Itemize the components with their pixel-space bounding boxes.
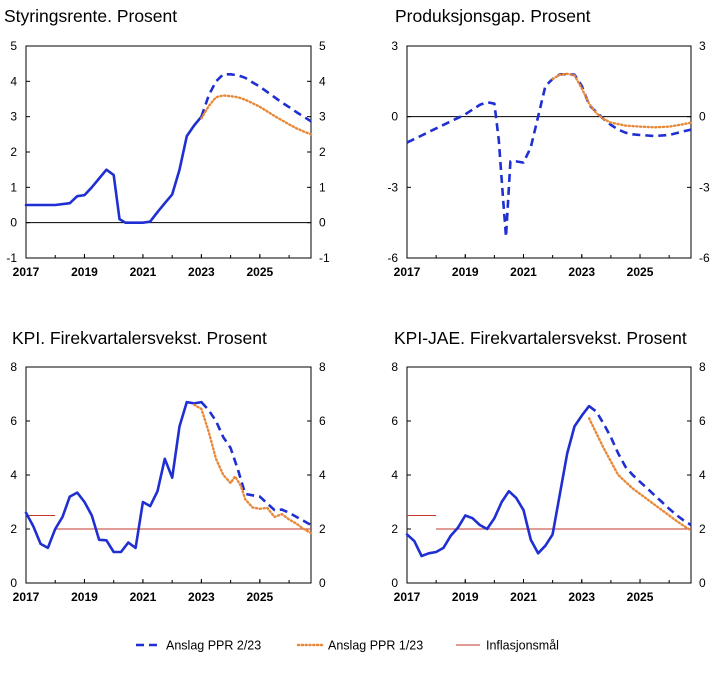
x-tick-label: 2019 [71,590,98,604]
x-tick-label: 2025 [627,265,654,279]
series-line-ppr123 [200,94,313,136]
series-line-ppr123 [587,417,693,532]
y-tick-label-right: 0 [699,576,706,590]
chart-title: Produksjonsgap. Prosent [395,6,591,26]
series-line-ppr223 [405,404,591,558]
y-tick-label-right: 5 [319,39,326,53]
y-tick-label-right: 6 [319,414,326,428]
x-tick-label: 2017 [13,265,40,279]
y-tick-label-left: 0 [391,576,398,590]
y-tick-label-left: 6 [10,414,17,428]
y-tick-label-right: 4 [699,468,706,482]
series-line-ppr223 [406,73,692,239]
series-line-ppr223 [24,400,203,554]
y-tick-label-right: 8 [319,360,326,374]
y-tick-label-left: 0 [10,216,17,230]
x-tick-label: 2025 [246,590,273,604]
y-tick-label-left: 8 [10,360,17,374]
plot-frame [406,366,692,584]
x-tick-label: 2017 [13,590,40,604]
y-tick-label-left: -6 [387,251,398,265]
y-tick-label-right: 2 [319,522,326,536]
x-tick-label: 2025 [627,590,654,604]
y-tick-label-right: 4 [319,74,326,88]
y-tick-label-left: 1 [10,180,17,194]
x-tick-label: 2017 [394,590,421,604]
x-tick-label: 2017 [394,265,421,279]
x-tick-label: 2019 [71,265,98,279]
y-tick-label-left: 4 [10,74,17,88]
y-tick-label-right: 0 [319,576,326,590]
y-tick-label-left: 5 [10,39,17,53]
y-tick-label-left: 0 [10,576,17,590]
y-tick-label-left: 6 [391,414,398,428]
y-tick-label-right: 2 [699,522,706,536]
legend-label: Anslag PPR 2/23 [166,639,261,653]
y-tick-label-right: -6 [699,251,710,265]
y-tick-label-right: 0 [699,110,706,124]
chart-panel-4: KPI-JAE. Firekvartalersvekst. Prosent 8 8 6… [391,328,706,604]
chart-title: Styringsrente. Prosent [4,6,177,26]
y-tick-label-left: 4 [10,468,17,482]
x-tick-label: 2023 [188,265,215,279]
y-tick-label-left: 3 [10,110,17,124]
y-tick-label-left: -1 [6,251,17,265]
plot-frame [25,45,312,259]
plot-frame [406,45,692,259]
y-tick-label-left: 0 [391,110,398,124]
x-tick-label: 2023 [568,265,595,279]
legend: Anslag PPR 2/23 Anslag PPR 1/23 Inflasjons… [136,639,559,653]
x-tick-label: 2023 [188,590,215,604]
x-tick-label: 2019 [452,265,479,279]
legend-label: Anslag PPR 1/23 [328,639,423,653]
y-tick-label-left: 2 [10,522,17,536]
y-tick-label-right: 6 [699,414,706,428]
y-tick-label-right: -3 [699,180,710,194]
x-tick-label: 2021 [130,590,157,604]
x-tick-label: 2025 [246,265,273,279]
y-tick-label-right: 3 [319,110,326,124]
y-tick-label-left: 4 [391,468,398,482]
y-tick-label-left: 2 [391,522,398,536]
y-tick-label-right: -1 [319,251,330,265]
y-tick-label-right: 8 [699,360,706,374]
y-tick-label-right: 4 [319,468,326,482]
series-line-ppr123 [192,403,313,535]
y-tick-label-right: 2 [319,145,326,159]
series-line-ppr123 [551,72,693,129]
x-tick-label: 2021 [510,265,537,279]
chart-title: KPI. Firekvartalersvekst. Prosent [12,328,267,348]
y-tick-label-right: 1 [319,180,326,194]
y-tick-label-left: 2 [10,145,17,159]
y-tick-label-left: -3 [387,180,398,194]
series-line-ppr223 [588,405,692,527]
y-tick-label-right: 3 [699,39,706,53]
y-tick-label-right: 0 [319,216,326,230]
chart-panel-3: KPI. Firekvartalersvekst. Prosent 8 8 6 6 4 4 2… [10,328,326,604]
x-tick-label: 2023 [568,590,595,604]
series-line-ppr223 [200,73,312,123]
plot-frame [25,366,312,584]
series-line-ppr223 [200,401,312,527]
x-tick-label: 2021 [510,590,537,604]
y-tick-label-left: 8 [391,360,398,374]
x-tick-label: 2021 [130,265,157,279]
y-tick-label-left: 3 [391,39,398,53]
chart-title: KPI-JAE. Firekvartalersvekst. Prosent [394,328,687,348]
series-line-ppr223 [24,115,203,224]
legend-label: Inflasjonsmål [486,639,559,653]
x-tick-label: 2019 [452,590,479,604]
